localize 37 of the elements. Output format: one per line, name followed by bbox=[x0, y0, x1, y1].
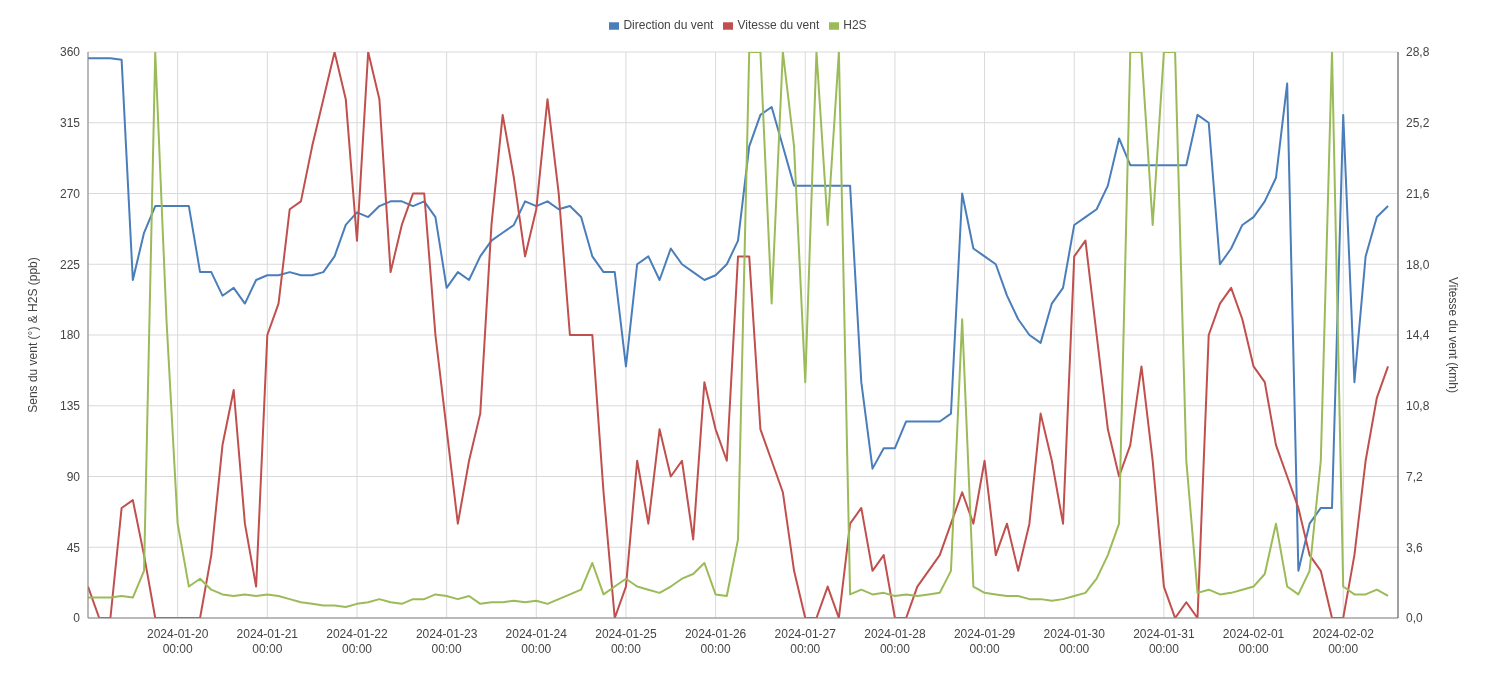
y2-tick-label: 18,0 bbox=[1406, 257, 1430, 272]
y2-tick-label: 10,8 bbox=[1406, 399, 1430, 414]
x-tick-label: 2024-02-02 00:00 bbox=[1312, 627, 1375, 656]
x-tick-label: 2024-01-29 00:00 bbox=[953, 627, 1016, 656]
y-tick-label: 360 bbox=[59, 45, 81, 60]
y-axis-title: Sens du vent (°) & H2S (ppb) bbox=[26, 257, 41, 413]
x-tick-label: 2024-01-31 00:00 bbox=[1133, 627, 1195, 656]
y2-tick-label: 0,0 bbox=[1406, 611, 1424, 626]
y-tick-label: 0 bbox=[73, 611, 81, 626]
x-tick-label: 2024-01-27 00:00 bbox=[774, 627, 837, 656]
x-tick-label: 2024-01-24 00:00 bbox=[505, 627, 568, 656]
y-tick-label: 315 bbox=[59, 116, 81, 131]
x-tick-label: 2024-01-21 00:00 bbox=[236, 627, 299, 656]
y-tick-label: 45 bbox=[66, 540, 81, 555]
y2-tick-label: 28,8 bbox=[1406, 45, 1430, 60]
x-tick-label: 2024-01-22 00:00 bbox=[326, 627, 388, 656]
y2-tick-label: 25,2 bbox=[1406, 116, 1430, 131]
x-tick-label: 2024-01-26 00:00 bbox=[684, 627, 747, 656]
legend-label: Direction du vent bbox=[623, 18, 714, 32]
legend-label: H2S bbox=[843, 18, 867, 32]
y-tick-label: 270 bbox=[59, 186, 81, 201]
y-tick-label: 225 bbox=[59, 257, 81, 272]
y2-tick-label: 21,6 bbox=[1406, 186, 1430, 201]
legend-label: Vitesse du vent bbox=[737, 18, 820, 32]
y2-axis-title: Vitesse du vent (kmh) bbox=[1445, 277, 1460, 393]
x-tick-label: 2024-01-20 00:00 bbox=[146, 627, 209, 656]
x-tick-label: 2024-01-23 00:00 bbox=[415, 627, 478, 656]
y2-tick-label: 3,6 bbox=[1406, 540, 1424, 555]
y2-tick-label: 14,4 bbox=[1406, 328, 1430, 343]
x-tick-label: 2024-02-01 00:00 bbox=[1222, 627, 1285, 656]
x-tick-label: 2024-01-30 00:00 bbox=[1043, 627, 1106, 656]
x-tick-label: 2024-01-28 00:00 bbox=[864, 627, 926, 656]
y-tick-label: 90 bbox=[66, 469, 81, 484]
y2-tick-label: 7,2 bbox=[1406, 469, 1424, 484]
y-tick-label: 180 bbox=[59, 328, 81, 343]
y-tick-label: 135 bbox=[59, 399, 81, 414]
x-tick-label: 2024-01-25 00:00 bbox=[595, 627, 657, 656]
